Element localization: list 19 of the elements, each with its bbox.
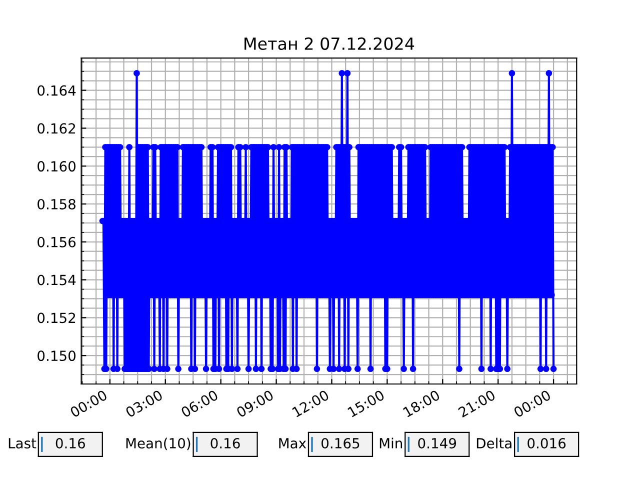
text: Max — [279, 438, 306, 449]
y-tick-label: 0.156 — [38, 236, 76, 248]
text: Mean(10) — [126, 438, 190, 450]
y-tick-label: 0.154 — [38, 274, 76, 286]
y-tick-label: 0.152 — [38, 312, 76, 324]
y-tick-label: 0.158 — [38, 198, 76, 210]
y-tick-label: 0.160 — [38, 161, 76, 172]
y-tick-label: 0.150 — [38, 350, 76, 362]
text: Delta — [476, 438, 512, 449]
text: Min — [380, 438, 402, 448]
text: 0.16 — [210, 438, 240, 449]
text: 0.165 — [322, 438, 360, 449]
y-tick-label: 0.162 — [38, 123, 76, 134]
text: 0.149 — [418, 438, 456, 449]
text: 0.16 — [56, 438, 85, 449]
y-tick-label: 0.164 — [38, 85, 76, 96]
text: 0.016 — [528, 438, 566, 449]
text: Last — [8, 438, 36, 449]
chart-title: Метан 2 07.12.2024 — [244, 37, 414, 50]
